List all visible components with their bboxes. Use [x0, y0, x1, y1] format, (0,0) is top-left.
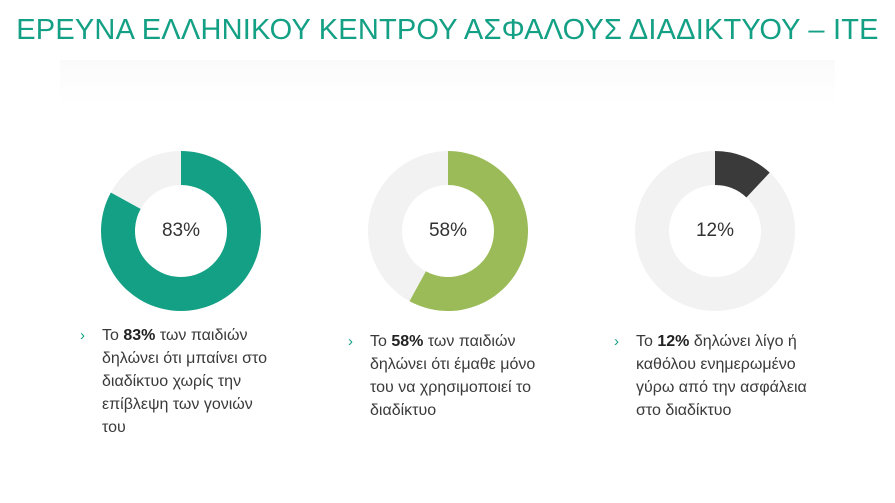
- donut-value-label-3: 12%: [695, 220, 735, 241]
- donut-svg-3: [635, 151, 795, 311]
- donut-chart-1: 83%: [100, 150, 262, 312]
- donut-value-label-1: 83%: [161, 220, 201, 241]
- caption-2-text: των παιδιών δηλώνει ότι έμαθε μόνο του ν…: [370, 333, 536, 419]
- chevron-right-icon: ›: [80, 327, 85, 344]
- donut-chart-2: 58%: [367, 150, 529, 312]
- caption-3-prefix: Το: [636, 333, 658, 350]
- caption-3-highlight: 12%: [657, 333, 690, 350]
- donut-svg-1: [101, 151, 262, 311]
- caption-1-highlight: 83%: [123, 327, 156, 344]
- donut-chart-3: 12%: [634, 150, 796, 312]
- caption-1-text: των παιδιών δηλώνει ότι μπαίνει στο διαδ…: [102, 327, 268, 436]
- donut-2-segment-rest: [368, 151, 448, 302]
- page-title: ΕΡΕΥΝΑ ΕΛΛΗΝΙΚΟΥ ΚΕΝΤΡΟΥ ΑΣΦΑΛΟΥΣ ΔΙΑΔΙΚ…: [16, 14, 879, 46]
- caption-2-prefix: Το: [370, 333, 392, 350]
- chevron-right-icon: ›: [614, 333, 619, 350]
- donut-value-label-2: 58%: [428, 220, 468, 241]
- title-shadow: [60, 60, 835, 104]
- donut-1-segment-value: [101, 151, 262, 311]
- donut-3-segment-rest: [635, 151, 795, 311]
- donut-3-segment-value: [715, 151, 770, 198]
- donut-1-segment-rest: [110, 151, 181, 209]
- donut-svg-2: [368, 151, 528, 311]
- caption-2: › Το 58% των παιδιών δηλώνει ότι έμαθε μ…: [348, 330, 538, 422]
- caption-1: › Το 83% των παιδιών δηλώνει ότι μπαίνει…: [80, 324, 268, 439]
- caption-3: › Το 12% δηλώνει λίγο ή καθόλου ενημερωμ…: [614, 330, 816, 422]
- chevron-right-icon: ›: [348, 333, 353, 350]
- donut-2-segment-value: [409, 151, 528, 311]
- caption-2-highlight: 58%: [391, 333, 424, 350]
- caption-3-text: δηλώνει λίγο ή καθόλου ενημερωμένο γύρω …: [636, 333, 807, 419]
- caption-1-prefix: Το: [102, 327, 124, 344]
